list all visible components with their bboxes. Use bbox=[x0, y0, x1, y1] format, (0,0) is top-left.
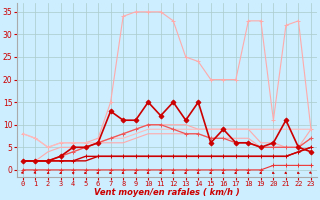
X-axis label: Vent moyen/en rafales ( km/h ): Vent moyen/en rafales ( km/h ) bbox=[94, 188, 240, 197]
